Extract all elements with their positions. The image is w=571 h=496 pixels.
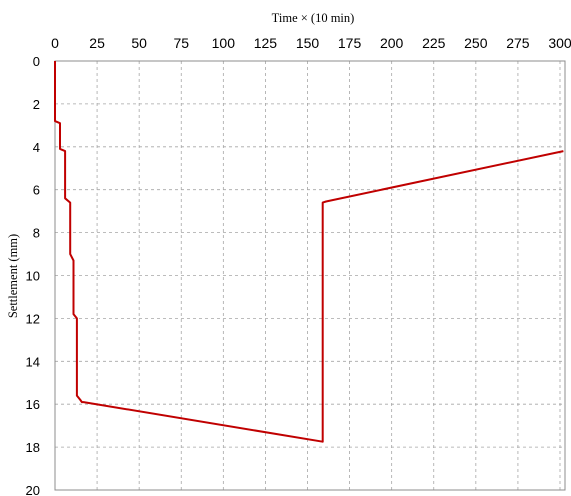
x-tick-label: 250 <box>464 35 488 51</box>
y-tick-label: 20 <box>26 483 40 496</box>
y-tick-label: 12 <box>26 311 40 326</box>
x-tick-label: 150 <box>296 35 320 51</box>
x-tick-label: 275 <box>506 35 530 51</box>
x-tick-label: 25 <box>89 35 105 51</box>
x-axis-title: Time × (10 min) <box>272 11 355 25</box>
y-tick-label: 8 <box>33 226 40 241</box>
x-tick-label: 225 <box>422 35 446 51</box>
x-tick-label: 0 <box>51 35 59 51</box>
y-axis-title: Settlement (mm) <box>6 234 20 318</box>
x-tick-labels: 0 25 50 75 100 125 150 175 200 225 250 275 300 <box>51 35 571 51</box>
y-tick-label: 16 <box>26 397 40 412</box>
x-tick-label: 50 <box>131 35 147 51</box>
x-tick-label: 100 <box>212 35 236 51</box>
y-tick-label: 4 <box>33 140 40 155</box>
x-tick-label: 175 <box>338 35 362 51</box>
y-tick-label: 6 <box>33 183 40 198</box>
plot-frame <box>54 60 566 491</box>
y-tick-label: 0 <box>33 54 40 69</box>
y-tick-label: 10 <box>26 269 40 284</box>
y-tick-labels: 0 2 4 6 8 10 12 14 16 18 20 <box>26 54 40 496</box>
y-tick-label: 18 <box>26 440 40 455</box>
x-tick-label: 300 <box>548 35 571 51</box>
y-tick-label: 2 <box>33 97 40 112</box>
x-tick-label: 200 <box>380 35 404 51</box>
x-tick-label: 125 <box>254 35 278 51</box>
x-tick-label: 75 <box>173 35 189 51</box>
settlement-series-line <box>54 61 564 443</box>
y-tick-label: 14 <box>26 354 40 369</box>
grid-lines <box>55 61 565 490</box>
